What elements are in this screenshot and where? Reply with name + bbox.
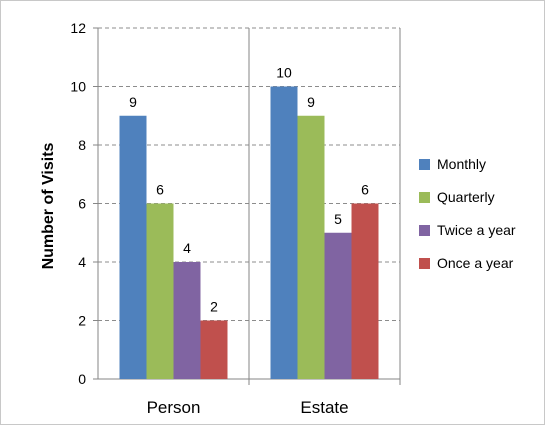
bar-monthly-person [119,115,147,379]
bar-monthly-estate [270,86,298,379]
data-label: 6 [156,182,164,198]
bars [119,86,379,379]
data-label: 10 [276,65,292,81]
data-label: 4 [183,240,191,256]
data-label: 6 [361,182,369,198]
bar-twice-a-year-estate [324,232,352,379]
bar-once-a-year-person [200,320,228,379]
y-tick-label: 6 [78,196,86,212]
legend-label: Monthly [437,156,486,172]
bar-quarterly-estate [297,115,325,379]
legend-label: Twice a year [437,222,516,238]
bar-quarterly-person [146,203,174,379]
legend: Monthly Quarterly Twice a year Once a year [419,156,516,271]
x-category-label: Person [147,398,201,417]
data-label: 9 [307,94,315,110]
y-tick-label: 12 [70,20,86,36]
x-category-label: Estate [300,398,348,417]
legend-swatch [419,225,430,236]
axes: 0 2 4 6 8 10 12 Person Estate [70,20,401,417]
data-label: 2 [210,299,218,315]
y-tick-label: 8 [78,137,86,153]
legend-label: Quarterly [437,189,495,205]
y-axis-label: Number of Visits [40,142,57,269]
y-tick-label: 0 [78,371,86,387]
legend-label: Once a year [437,255,514,271]
data-label: 5 [334,211,342,227]
legend-swatch [419,159,430,170]
y-tick-label: 4 [78,254,86,270]
data-labels: 9 6 4 2 10 9 5 6 [129,65,369,315]
y-tick-label: 10 [70,79,86,95]
legend-swatch [419,192,430,203]
y-tick-label: 2 [78,313,86,329]
bar-once-a-year-estate [351,203,379,379]
data-label: 9 [129,94,137,110]
legend-swatch [419,258,430,269]
bar-twice-a-year-person [173,262,201,379]
